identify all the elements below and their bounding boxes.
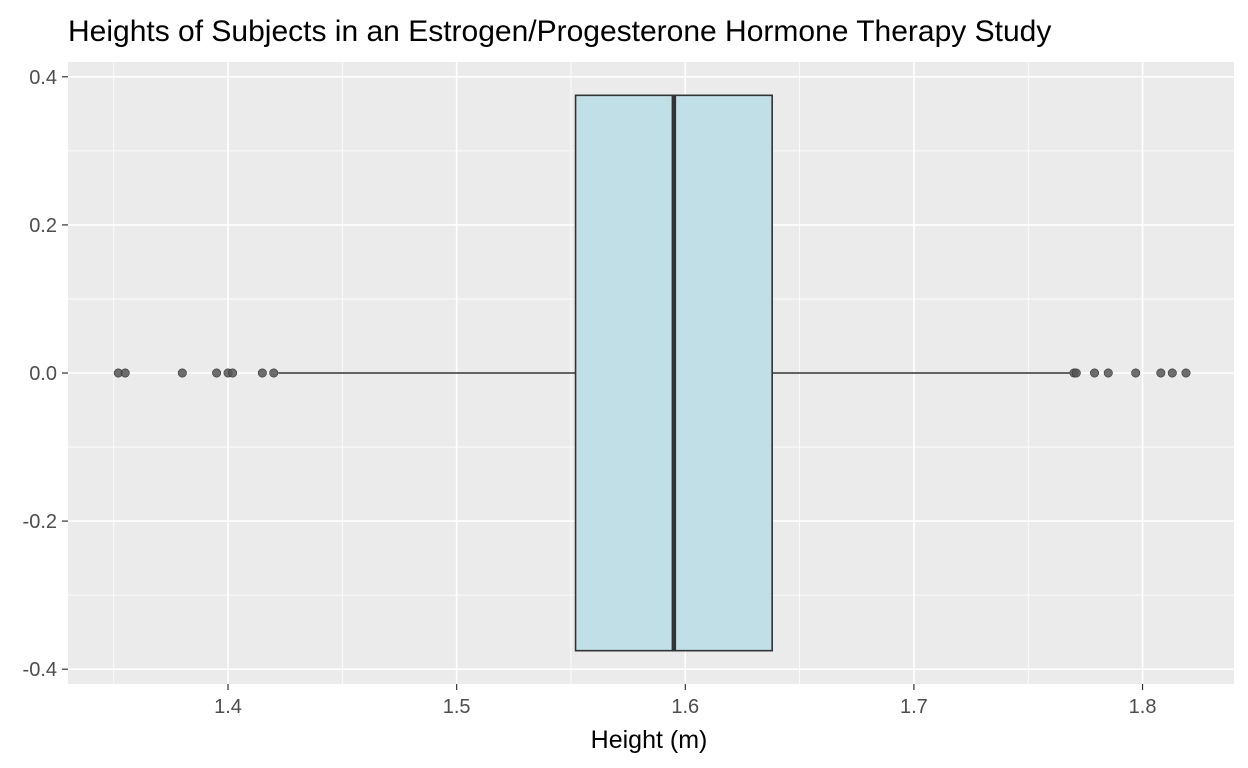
- box-plot-marks: [113, 94, 1191, 652]
- outlier-point: [257, 368, 267, 378]
- outlier-point: [177, 368, 187, 378]
- outlier-point: [1090, 368, 1100, 378]
- outlier-point: [1156, 368, 1166, 378]
- chart-title: Heights of Subjects in an Estrogen/Proge…: [68, 15, 1051, 48]
- y-tick-label: -0.4: [23, 659, 57, 681]
- y-tick-label: 0.4: [29, 67, 57, 89]
- x-tick-label: 1.8: [1129, 696, 1157, 718]
- outlier-point: [120, 368, 130, 378]
- outlier-point: [228, 368, 238, 378]
- y-tick-label: -0.2: [23, 511, 57, 533]
- outlier-point: [269, 368, 279, 378]
- outlier-point: [1167, 368, 1177, 378]
- x-tick-label: 1.4: [214, 696, 242, 718]
- x-axis-ticks: 1.4 1.5 1.6 1.7 1.8: [214, 684, 1156, 718]
- x-axis-title: Height (m): [591, 726, 708, 754]
- x-tick-label: 1.6: [671, 696, 699, 718]
- y-tick-label: 0.0: [29, 363, 57, 385]
- x-tick-label: 1.7: [900, 696, 928, 718]
- y-axis-ticks: -0.4 -0.2 0.0 0.2 0.4: [23, 67, 68, 681]
- outlier-point: [1103, 368, 1113, 378]
- outlier-point: [212, 368, 222, 378]
- x-tick-label: 1.5: [443, 696, 471, 718]
- y-tick-label: 0.2: [29, 215, 57, 237]
- outlier-point: [1131, 368, 1141, 378]
- outlier-point: [1181, 368, 1191, 378]
- outlier-point: [1071, 368, 1081, 378]
